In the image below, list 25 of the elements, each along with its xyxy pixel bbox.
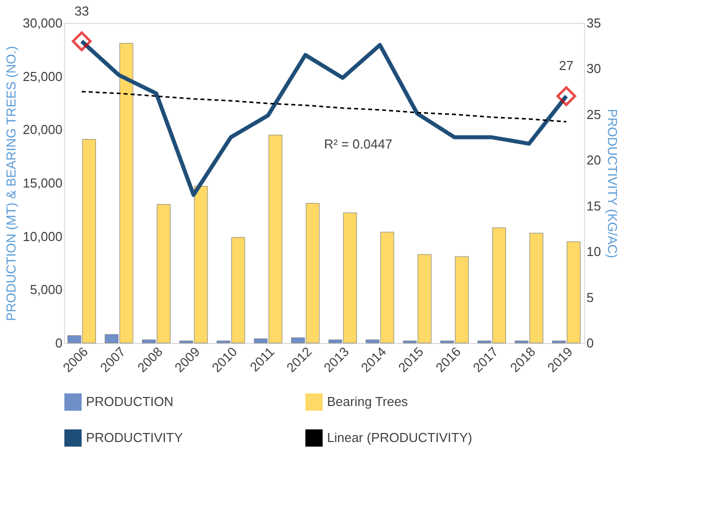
line-series <box>80 90 568 122</box>
y-tick-label: 30,000 <box>22 16 62 30</box>
y2-axis-title: PRODUCTIVITY (KG/AC) <box>604 108 620 258</box>
y2-tick-label: 10 <box>586 244 601 260</box>
y2-tick-label: 35 <box>586 16 601 30</box>
annotation: R² = 0.0447 <box>324 136 392 152</box>
y2-tick-label: 0 <box>586 336 594 350</box>
y-tick-label: 0 <box>55 336 62 350</box>
data-label: 33 <box>74 3 89 18</box>
y-axis-title: PRODUCTION (MT) & BEARING TREES (NO.) <box>4 46 19 321</box>
legend-label: PRODUCTION <box>86 394 174 410</box>
y-tick-label: 5,000 <box>30 282 62 298</box>
legend-label: Linear (PRODUCTIVITY) <box>327 430 472 445</box>
data-label: 27 <box>559 58 574 74</box>
y2-tick-label: 5 <box>586 290 594 305</box>
legend-label: Bearing Trees <box>327 394 408 410</box>
y2-tick-label: 20 <box>586 152 601 168</box>
legend-label: PRODUCTIVITY <box>86 430 184 445</box>
y2-tick-label: 30 <box>586 61 601 76</box>
y2-tick-label: 25 <box>586 106 601 122</box>
y-tick-label: 15,000 <box>22 176 62 190</box>
y2-tick-label: 15 <box>586 198 601 214</box>
y-tick-label: 25,000 <box>22 68 62 84</box>
y-tick-label: 20,000 <box>22 122 62 138</box>
y-tick-label: 10,000 <box>22 228 62 244</box>
